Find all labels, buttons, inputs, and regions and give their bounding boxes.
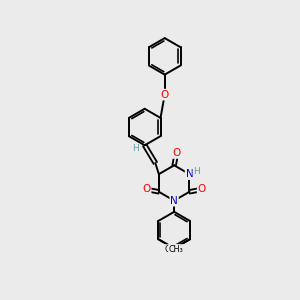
Text: O: O [160,90,169,100]
Text: H: H [132,144,139,153]
Text: O: O [142,184,151,194]
Text: CH₃: CH₃ [169,245,184,254]
Text: CH₃: CH₃ [165,245,179,254]
Text: O: O [198,184,206,194]
Text: H: H [194,167,200,176]
Text: N: N [170,196,178,206]
Text: O: O [172,148,181,158]
Text: N: N [186,169,193,179]
